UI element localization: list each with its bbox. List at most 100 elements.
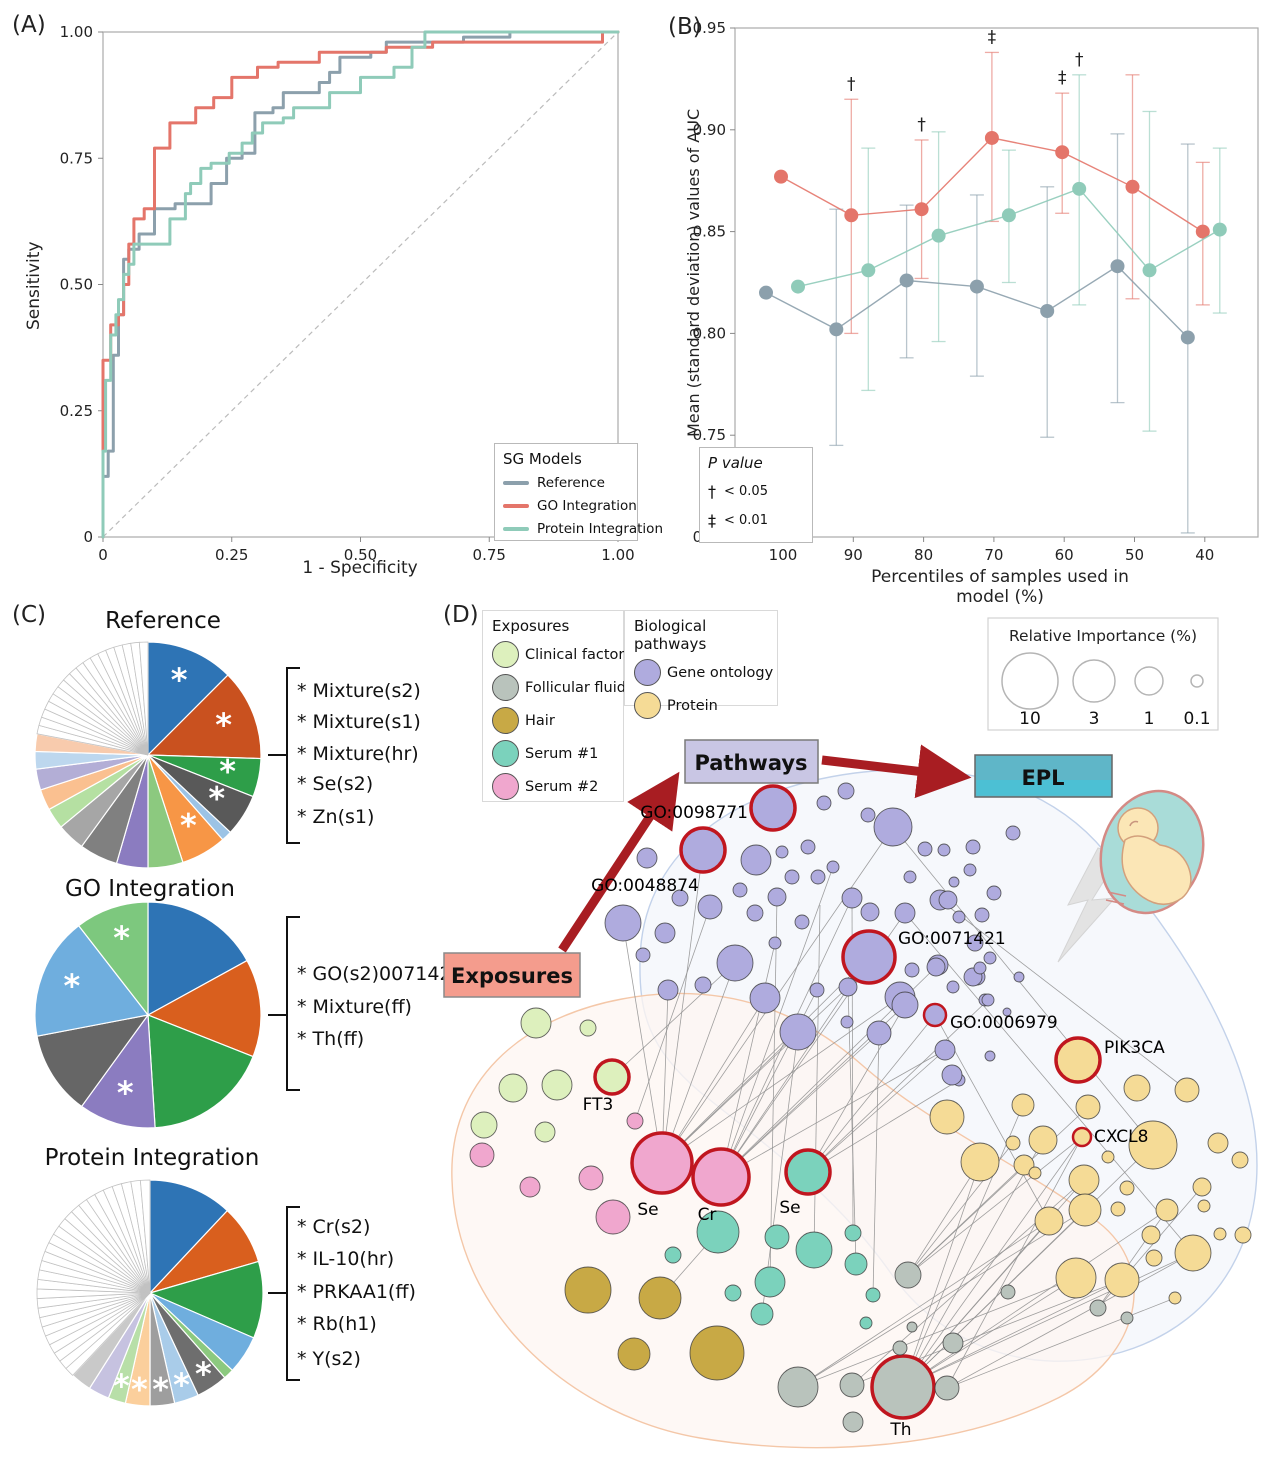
network-node-go: [873, 807, 913, 847]
legend-item-hair: Hair: [492, 707, 614, 734]
panel-a-tag: (A): [12, 12, 46, 38]
network-edge: [797, 1220, 1050, 1388]
auc-point-go-integration: [774, 169, 788, 184]
network-node-go: [952, 910, 966, 924]
network-node-go: [894, 902, 916, 924]
network-node-go-highlighted: [679, 826, 727, 874]
pie-slice: [147, 641, 229, 757]
auc-point-go-integration: [1195, 224, 1210, 239]
network-node-protein: [1231, 1151, 1249, 1169]
auc-plot-frame: [734, 27, 1259, 538]
label-th-ff: Th: [889, 1420, 911, 1440]
network-node-protein: [1028, 1125, 1058, 1155]
legend-item-protein: Protein: [634, 692, 768, 719]
auc-point-protein-integration: [1001, 208, 1016, 223]
network-node-protein-highlighted: [1054, 1036, 1102, 1084]
exposures-legend: Exposures Clinical factors Follicular fl…: [482, 610, 632, 802]
network-node-go: [767, 887, 787, 907]
network-node-go: [636, 847, 658, 869]
svg-text:0.1: 0.1: [1183, 709, 1210, 729]
network-node-hair: [638, 1276, 682, 1320]
network-node-s2: [469, 1142, 495, 1168]
significant-slice-star: *: [173, 1366, 190, 1404]
dagger-symbol: †: [708, 482, 716, 501]
clinical-factors-swatch: [492, 641, 519, 668]
network-edge: [872, 1032, 880, 1296]
svg-text:3: 3: [1089, 709, 1100, 729]
network-node-go-highlighted: [922, 1002, 948, 1028]
exposures-blob: [451, 992, 1135, 1449]
network-node-go: [917, 841, 933, 857]
network-node-go: [838, 977, 858, 997]
roc-curve-go-integration: [101, 30, 620, 539]
label-se-serum2: Se: [637, 1200, 658, 1220]
pie-title-reference: Reference: [105, 608, 221, 634]
significant-slice-star: *: [117, 1074, 134, 1112]
network-node-protein: [1141, 1225, 1161, 1245]
auc-point-reference: [759, 285, 773, 300]
network-node-s1: [795, 1231, 833, 1269]
network-edge: [661, 986, 849, 1164]
network-node-go: [946, 980, 960, 994]
network-node-go: [816, 795, 832, 811]
bracket-go-integration: [268, 916, 300, 1091]
auc-point-go-integration: [1125, 179, 1140, 194]
network-node-hair: [689, 1325, 745, 1381]
network-edge: [902, 1277, 1077, 1388]
pie-slice: [36, 1014, 150, 1108]
roc-curve-protein-integration: [101, 30, 620, 539]
network-edge: [661, 956, 870, 1164]
network-node-protein: [1110, 1201, 1126, 1217]
network-node-clinical: [520, 1007, 552, 1039]
network-node-protein: [1011, 1093, 1035, 1117]
auc-plot: 1009080706050400.700.750.800.850.900.95†…: [693, 19, 1259, 564]
network-node-ff: [892, 1340, 908, 1356]
network-edge: [720, 942, 776, 1178]
network-node-protein: [1005, 1135, 1021, 1151]
network-node-go: [866, 1020, 892, 1046]
pie-slice: [147, 901, 248, 1017]
network-edge: [939, 899, 1188, 1091]
network-node-s1: [664, 1246, 682, 1264]
network-node-go: [974, 907, 990, 923]
serum2-swatch: [492, 773, 519, 800]
auc-point-reference: [1040, 304, 1055, 319]
network-node-protein: [1028, 1166, 1042, 1180]
network-node-protein: [1013, 1154, 1035, 1176]
auc-point-reference: [1180, 330, 1195, 345]
network-node-go: [671, 889, 689, 907]
network-node-go: [938, 890, 958, 910]
network-node-protein: [1234, 1226, 1252, 1244]
network-node-go: [903, 870, 917, 884]
network-node-ff: [1000, 1284, 1016, 1300]
importance-circle-0.1: [1190, 674, 1204, 688]
label-go0048874: GO:0048874: [591, 876, 699, 896]
auc-point-protein-integration: [861, 263, 876, 278]
network-node-go: [986, 885, 1002, 901]
network-node-s1: [844, 1224, 862, 1242]
pvalue-legend-title: P value: [708, 454, 763, 472]
auc-point-go-integration: [984, 130, 999, 145]
pie-slice: [34, 924, 150, 1037]
network-node-go: [749, 982, 781, 1014]
network-node-clinical: [579, 1019, 597, 1037]
roc-legend-item-protein-integration: Protein Integration: [503, 521, 663, 537]
significance-marker: †: [917, 115, 926, 135]
auc-y-tick-label: 0.85: [693, 223, 726, 241]
importance-circle-1: [1134, 666, 1164, 696]
network-node-go: [966, 934, 984, 952]
network-edge: [902, 1252, 1194, 1388]
network-node-protein: [1145, 1249, 1163, 1267]
network-node-go: [740, 844, 772, 876]
network-edge: [797, 1277, 1077, 1388]
network-node-go: [746, 904, 764, 922]
network-edge: [946, 1297, 1176, 1389]
roc-y-tick-label: 1.00: [60, 23, 93, 41]
significant-slice-star: *: [64, 967, 81, 1005]
network-node-go: [981, 993, 995, 1007]
network-node-go: [635, 947, 651, 963]
network-node-go: [826, 860, 840, 874]
svg-text:10: 10: [1019, 709, 1041, 729]
significant-slice-star: *: [195, 1355, 212, 1393]
